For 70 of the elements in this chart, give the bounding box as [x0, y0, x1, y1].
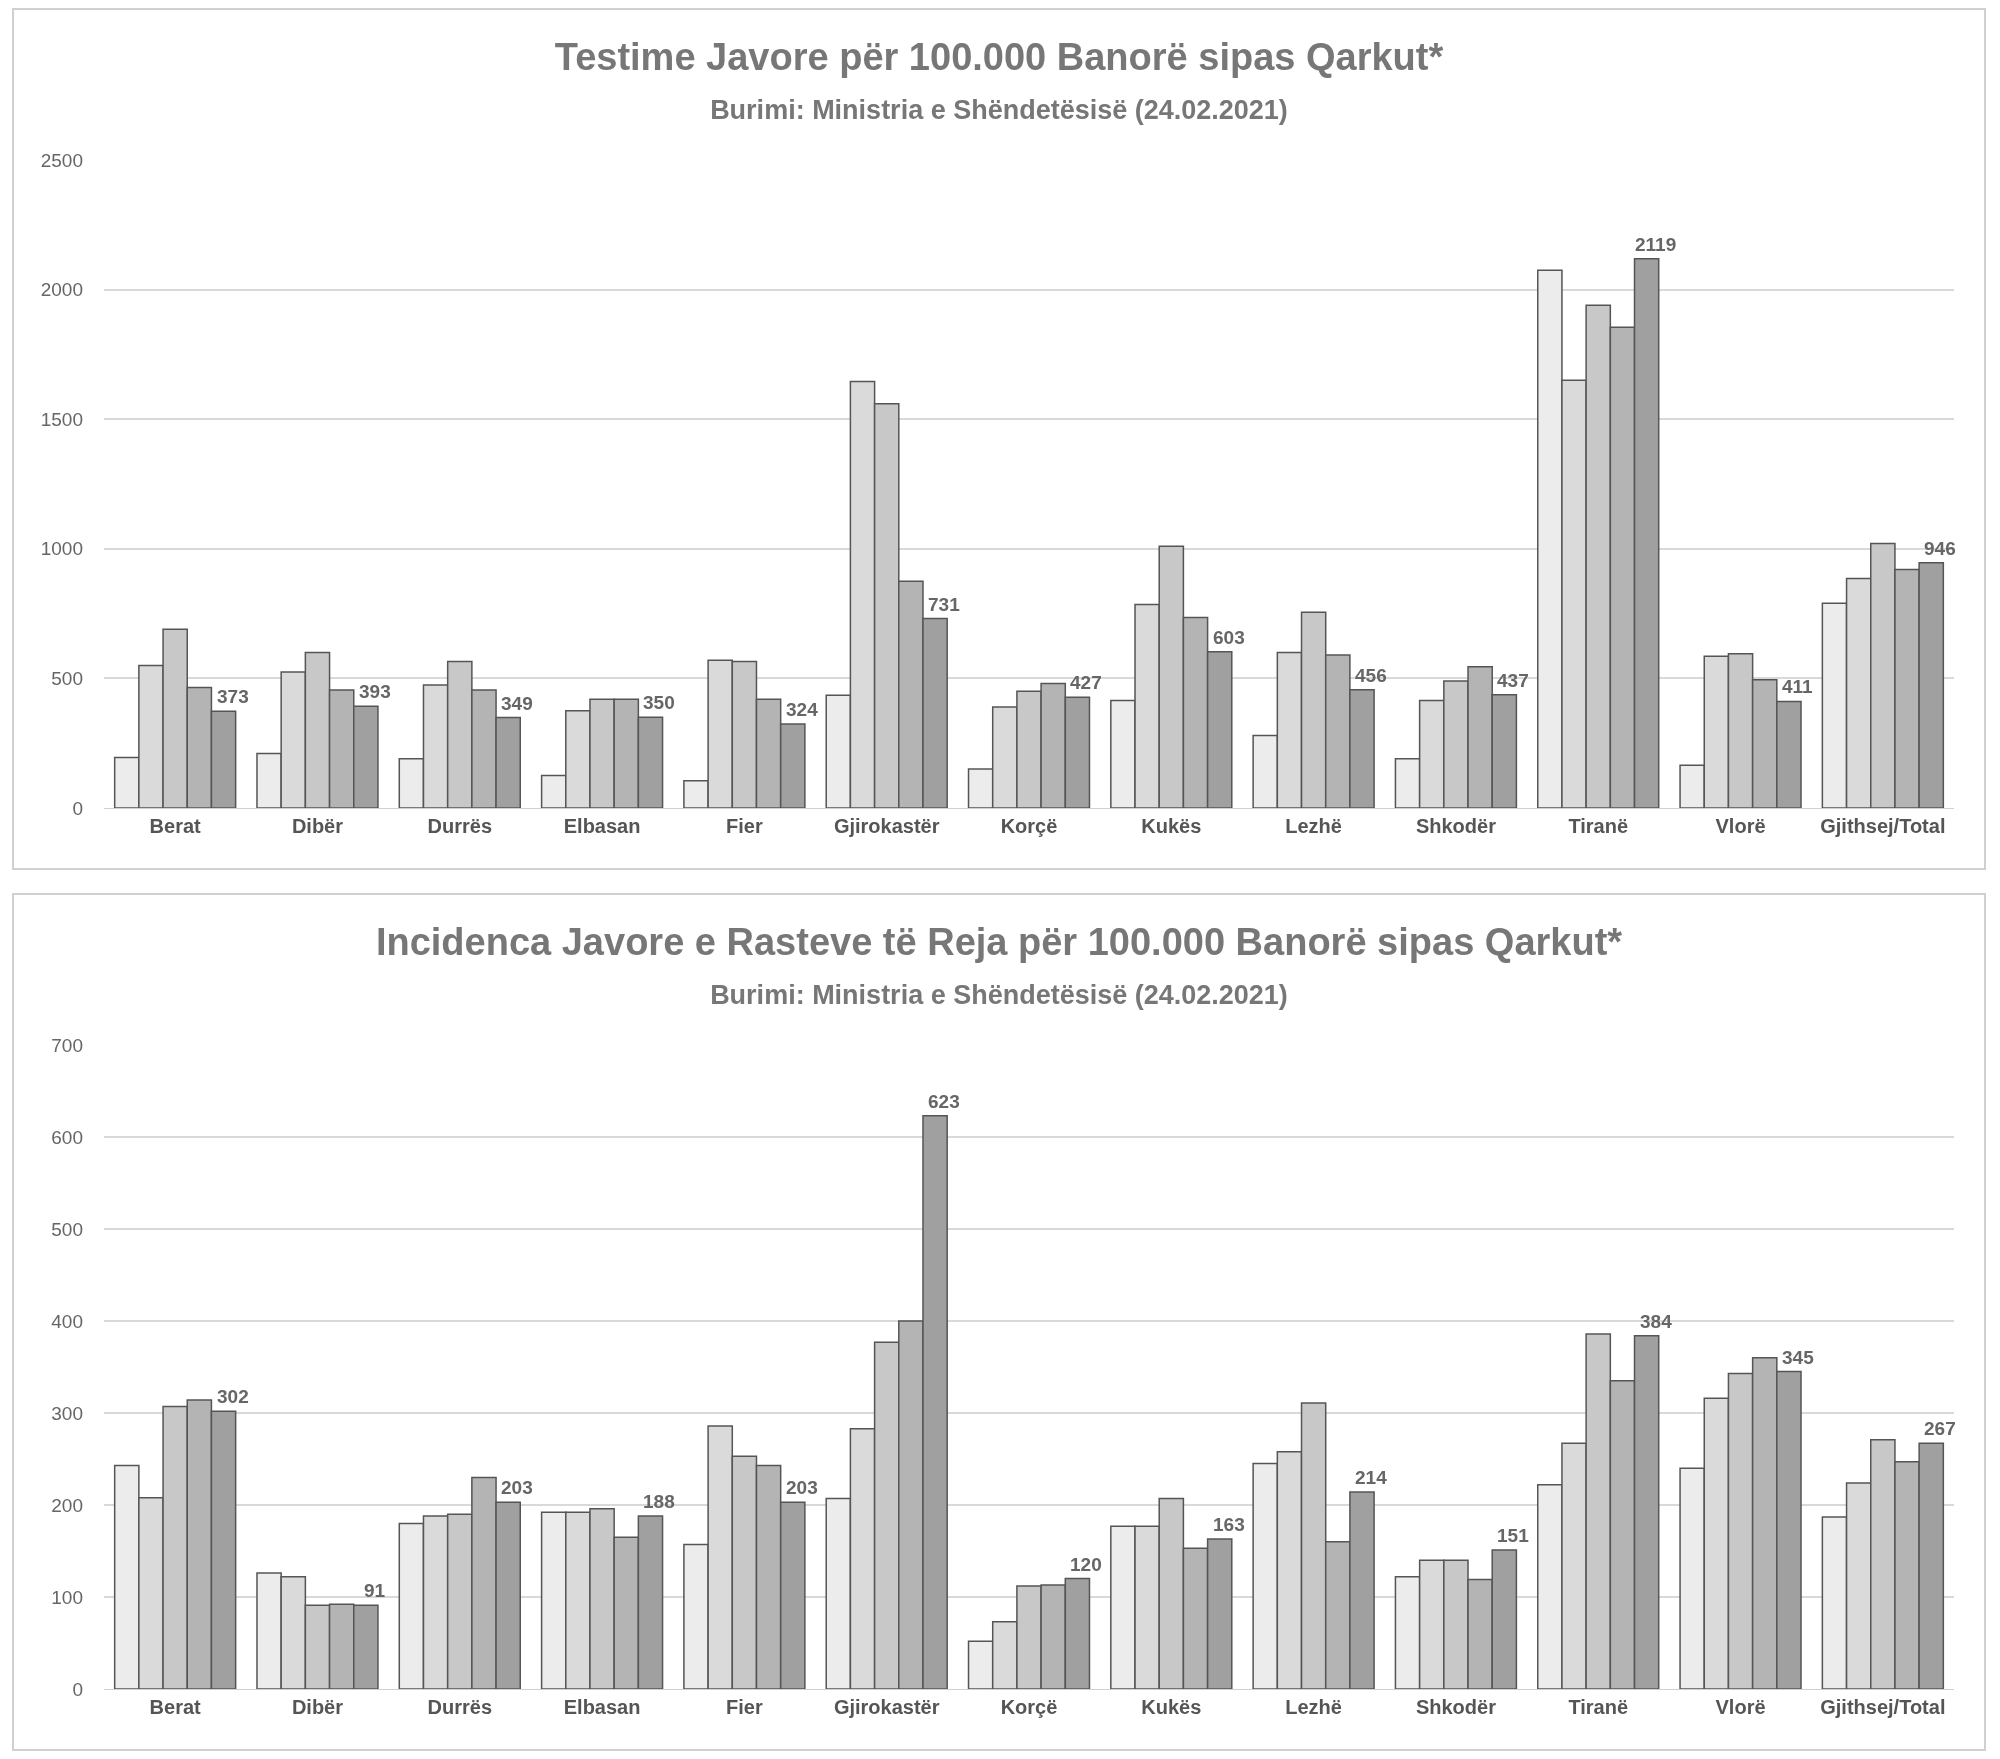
- data-label: 350: [643, 692, 675, 713]
- data-label: 373: [217, 686, 249, 707]
- data-label: 302: [217, 1386, 249, 1407]
- x-tick-label: Fier: [726, 815, 763, 837]
- data-label: 437: [1497, 670, 1529, 691]
- data-label: 427: [1070, 672, 1102, 693]
- y-tick-label: 500: [51, 668, 83, 690]
- x-tick-label: Korçë: [1000, 815, 1058, 837]
- x-tick-label: Tiranë: [1568, 1696, 1629, 1718]
- x-tick-label: Durrës: [427, 1696, 493, 1718]
- x-tick-label: Vlorë: [1715, 1696, 1766, 1718]
- data-label: 151: [1497, 1525, 1530, 1546]
- x-tick-label: Kukës: [1141, 1696, 1202, 1718]
- x-tick-label: Elbasan: [563, 1696, 641, 1718]
- y-tick-label: 500: [51, 1218, 83, 1240]
- y-tick-label: 400: [51, 1310, 83, 1332]
- x-tick-label: Lezhë: [1285, 1696, 1342, 1718]
- x-tick-label: Berat: [149, 815, 202, 837]
- y-tick-label: 2000: [40, 279, 83, 301]
- data-label: 731: [928, 594, 961, 615]
- y-tick-label: 700: [51, 1034, 83, 1056]
- data-label: 324: [786, 699, 819, 720]
- data-label: 393: [359, 681, 391, 702]
- chart-title: Testime Javore për 100.000 Banorë sipas Qarkut*: [554, 36, 1444, 79]
- y-tick-label: 600: [51, 1126, 83, 1148]
- x-tick-label: Tiranë: [1568, 815, 1629, 837]
- chart-title: Incidenca Javore e Rasteve të Reja për 100.000 Banorë sipas Qarkut*: [375, 920, 1623, 963]
- data-label: 384: [1640, 1311, 1673, 1332]
- data-label: 456: [1355, 665, 1387, 686]
- x-tick-label: Durrës: [427, 815, 493, 837]
- data-label: 188: [643, 1491, 675, 1512]
- y-tick-label: 200: [51, 1494, 83, 1516]
- y-tick-label: 300: [51, 1402, 83, 1424]
- y-tick-label: 0: [72, 797, 83, 819]
- x-tick-label: Gjithsej/Total: [1820, 815, 1946, 837]
- data-label: 214: [1355, 1467, 1388, 1488]
- y-tick-label: 1500: [40, 408, 83, 430]
- x-tick-label: Gjithsej/Total: [1820, 1696, 1946, 1718]
- y-tick-label: 100: [51, 1586, 83, 1608]
- chart-subtitle: Burimi: Ministria e Shëndetësisë (24.02.2021): [710, 95, 1288, 126]
- data-label: 203: [786, 1477, 818, 1498]
- x-tick-label: Korçë: [1000, 1696, 1058, 1718]
- data-label: 120: [1070, 1554, 1102, 1575]
- data-label: 91: [364, 1580, 386, 1601]
- x-tick-label: Shkodër: [1415, 1696, 1497, 1718]
- x-tick-label: Fier: [726, 1696, 763, 1718]
- x-tick-label: Dibër: [291, 1696, 344, 1718]
- x-tick-label: Lezhë: [1285, 815, 1342, 837]
- x-tick-label: Gjirokastër: [833, 815, 940, 837]
- data-label: 203: [501, 1477, 533, 1498]
- x-tick-label: Kukës: [1141, 815, 1202, 837]
- y-tick-label: 2500: [40, 149, 83, 171]
- data-label: 345: [1782, 1347, 1815, 1368]
- data-label: 411: [1782, 676, 1814, 697]
- x-tick-label: Gjirokastër: [833, 1696, 940, 1718]
- y-tick-label: 0: [72, 1678, 83, 1700]
- data-label: 267: [1924, 1418, 1956, 1439]
- data-label: 946: [1924, 538, 1956, 559]
- x-tick-label: Vlorë: [1715, 815, 1766, 837]
- data-label: 603: [1213, 627, 1245, 648]
- data-label: 349: [501, 693, 533, 714]
- x-tick-label: Dibër: [291, 815, 344, 837]
- y-tick-label: 1000: [40, 538, 83, 560]
- data-label: 2119: [1635, 234, 1677, 255]
- x-tick-label: Berat: [149, 1696, 202, 1718]
- x-tick-label: Elbasan: [563, 815, 641, 837]
- data-label: 623: [928, 1091, 960, 1112]
- chart-subtitle: Burimi: Ministria e Shëndetësisë (24.02.2021): [710, 980, 1288, 1011]
- data-label: 163: [1213, 1514, 1245, 1535]
- x-tick-label: Shkodër: [1415, 815, 1497, 837]
